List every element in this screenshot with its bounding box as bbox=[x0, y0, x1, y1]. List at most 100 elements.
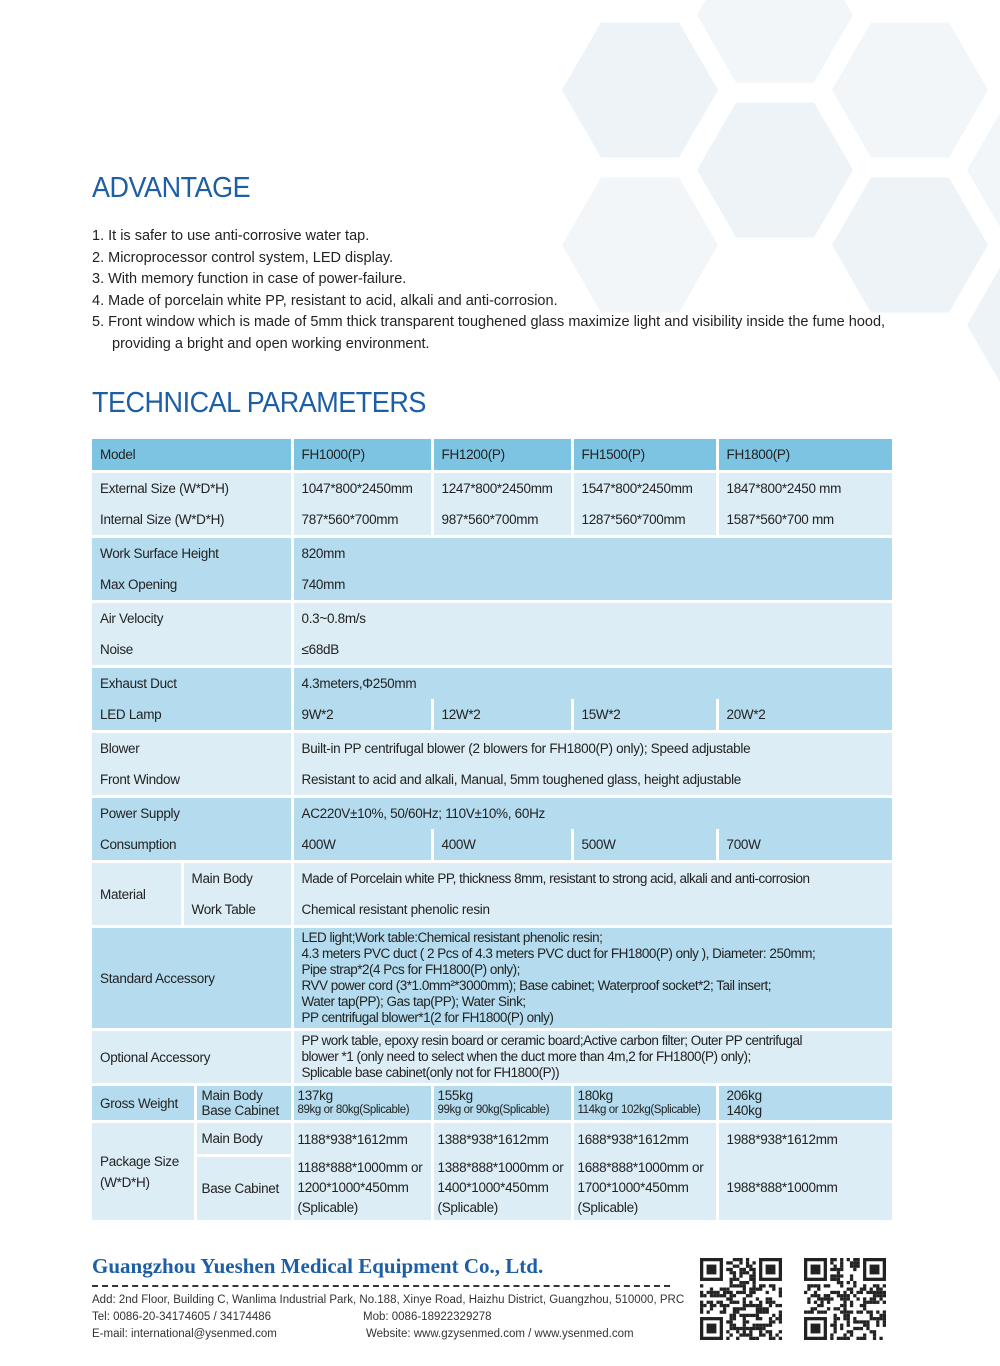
external-row: External Size (W*D*H) 1047*800*2450mm 12… bbox=[92, 471, 892, 504]
line: (Splicable) bbox=[297, 1199, 359, 1215]
line: blower *1 (only need to select when the … bbox=[301, 1049, 752, 1064]
cell: 1688*888*1000mm or 1700*1000*450mm (Splica… bbox=[572, 1155, 719, 1220]
work-surface-row: Work Surface Height 820mm bbox=[92, 536, 892, 569]
advantage-item: 3. With memory function in case of power… bbox=[92, 271, 407, 288]
line: (Splicable) bbox=[577, 1199, 639, 1215]
cell: AC220V±10%, 50/60Hz; 110V±10%, 60Hz bbox=[292, 796, 892, 829]
cell: 700W bbox=[717, 829, 892, 863]
consumption-row: Consumption 400W 400W 500W 700W bbox=[92, 829, 892, 863]
line: Water tap(PP); Gas tap(PP); Water Sink; bbox=[301, 994, 527, 1009]
cell: 137kg 89kg or 80kg(Splicable) bbox=[292, 1084, 434, 1123]
package-main-row: Package Size (W*D*H) Main Body 1188*938*… bbox=[92, 1121, 892, 1220]
row-label: Front Window bbox=[92, 764, 294, 798]
cell: 1188*888*1000mm or 1200*1000*450mm (Splica… bbox=[292, 1155, 434, 1220]
cell: 1388*888*1000mm or 1400*1000*450mm (Splica… bbox=[432, 1155, 574, 1220]
main-weight: 180kg bbox=[577, 1088, 614, 1103]
cell: 9W*2 bbox=[292, 699, 434, 733]
model: FH1200(P) bbox=[432, 439, 574, 473]
cell: 206kg 140kg bbox=[717, 1084, 892, 1123]
row-label: External Size (W*D*H) bbox=[92, 471, 294, 504]
cell: 820mm bbox=[292, 536, 892, 569]
model-label: Model bbox=[92, 439, 294, 473]
model: FH1500(P) bbox=[572, 439, 719, 473]
material-main-row: Material Main Body Made of Porcelain whi… bbox=[92, 861, 892, 928]
line: 1400*1000*450mm bbox=[437, 1179, 549, 1195]
package-base-row: Base Cabinet 1188*888*1000mm or 1200*1000… bbox=[92, 1155, 892, 1220]
noise-row: Noise ≤68dB bbox=[92, 634, 892, 668]
cell: 987*560*700mm bbox=[432, 504, 574, 538]
cell: 1988*938*1612mm bbox=[717, 1121, 892, 1156]
cell: Made of Porcelain white PP, thickness 8m… bbox=[292, 861, 892, 894]
advantage-item: 4. Made of porcelain white PP, resistant… bbox=[92, 292, 558, 309]
advantage-item: 5. Front window which is made of 5mm thi… bbox=[92, 314, 886, 352]
cell: Chemical resistant phenolic resin bbox=[292, 894, 892, 928]
line: PP centrifugal blower*1(2 for FH1800(P) … bbox=[301, 1010, 554, 1025]
advantage-item: 1. It is safer to use anti-corrosive wat… bbox=[92, 228, 370, 244]
technical-title: TECHNICAL PARAMETERS bbox=[92, 387, 426, 419]
line: 1700*1000*450mm bbox=[577, 1179, 689, 1195]
row-label: LED Lamp bbox=[92, 699, 294, 733]
cell: 400W bbox=[432, 829, 574, 863]
address: Add: 2nd Floor, Building C, Wanlima Indu… bbox=[92, 1294, 685, 1306]
material-table-row: Work Table Chemical resistant phenolic r… bbox=[92, 894, 892, 928]
company-name: Guangzhou Yueshen Medical Equipment Co.,… bbox=[92, 1254, 544, 1278]
base-weight: 99kg or 90kg(Splicable) bbox=[437, 1104, 550, 1116]
row-label: Work Surface Height bbox=[92, 536, 294, 569]
standard-row: Standard Accessory LED light;Work table:… bbox=[92, 926, 892, 1031]
line: 1188*888*1000mm or bbox=[297, 1159, 423, 1175]
base-weight: 89kg or 80kg(Splicable) bbox=[297, 1104, 410, 1116]
row-label: Optional Accessory bbox=[92, 1029, 294, 1086]
row-label: Material bbox=[92, 861, 184, 928]
led-row: LED Lamp 9W*2 12W*2 15W*2 20W*2 bbox=[92, 699, 892, 733]
exhaust-row: Exhaust Duct 4.3meters,Φ250mm bbox=[92, 666, 892, 699]
row-label: Internal Size (W*D*H) bbox=[92, 504, 294, 538]
sub-label-line: Main Body bbox=[201, 1088, 263, 1103]
optional-row: Optional Accessory PP work table, epoxy … bbox=[92, 1029, 892, 1086]
qr-code bbox=[804, 1258, 886, 1340]
main-weight: 206kg bbox=[726, 1088, 763, 1103]
main-weight: 155kg bbox=[437, 1088, 474, 1103]
line: 4.3 meters PVC duct ( 2 Pcs of 4.3 meter… bbox=[301, 946, 816, 961]
gross-row: Gross Weight Main Body Base Cabinet 137k… bbox=[92, 1084, 892, 1123]
cell: 1688*938*1612mm bbox=[572, 1121, 719, 1156]
divider bbox=[92, 1285, 670, 1287]
line: 1200*1000*450mm bbox=[297, 1179, 409, 1195]
line: Pipe strap*2(4 Pcs for FH1800(P) only); bbox=[301, 962, 521, 977]
cell: 1287*560*700mm bbox=[572, 504, 719, 538]
row-label: Air Velocity bbox=[92, 601, 294, 634]
row-label: Gross Weight bbox=[92, 1084, 197, 1123]
front-window-row: Front Window Resistant to acid and alkal… bbox=[92, 764, 892, 798]
base-weight: 114kg or 102kg(Splicable) bbox=[577, 1104, 701, 1116]
cell: 155kg 99kg or 90kg(Splicable) bbox=[432, 1084, 574, 1123]
label-line: Package Size bbox=[100, 1153, 179, 1169]
cell: 1988*888*1000mm bbox=[717, 1155, 892, 1220]
line: LED light;Work table:Chemical resistant … bbox=[301, 930, 603, 945]
website: Website: www.gzysenmed.com / www.ysenmed… bbox=[366, 1328, 634, 1340]
cell: 1847*800*2450 mm bbox=[717, 471, 892, 504]
cell: Built-in PP centrifugal blower (2 blower… bbox=[292, 731, 892, 764]
sub-label: Main Body bbox=[182, 861, 294, 894]
cell: 740mm bbox=[292, 569, 892, 603]
cell: 1547*800*2450mm bbox=[572, 471, 719, 504]
model: FH1800(P) bbox=[717, 439, 892, 473]
hexagon bbox=[832, 177, 988, 313]
advantage-title: ADVANTAGE bbox=[92, 172, 251, 204]
internal-row: Internal Size (W*D*H) 787*560*700mm 987*… bbox=[92, 504, 892, 538]
row-label: Standard Accessory bbox=[92, 926, 294, 1031]
cell: 4.3meters,Φ250mm bbox=[292, 666, 892, 699]
cell: ≤68dB bbox=[292, 634, 892, 668]
cell: 0.3~0.8m/s bbox=[292, 601, 892, 634]
sub-label: Work Table bbox=[182, 894, 294, 928]
mob: Mob: 0086-18922329278 bbox=[363, 1311, 492, 1323]
line: 1688*888*1000mm or bbox=[577, 1159, 704, 1175]
sub-label-line: Base Cabinet bbox=[201, 1103, 280, 1118]
qr-code bbox=[700, 1258, 782, 1340]
cell: PP work table, epoxy resin board or cera… bbox=[292, 1029, 892, 1086]
row-label: Consumption bbox=[92, 829, 294, 863]
hexagon bbox=[697, 0, 853, 83]
hexagon bbox=[562, 22, 718, 158]
label-line: (W*D*H) bbox=[100, 1174, 150, 1190]
hexagon bbox=[967, 112, 1000, 228]
parameters-table: Model FH1000(P) FH1200(P) FH1500(P) FH18… bbox=[92, 439, 892, 1220]
hexagon bbox=[562, 177, 718, 313]
